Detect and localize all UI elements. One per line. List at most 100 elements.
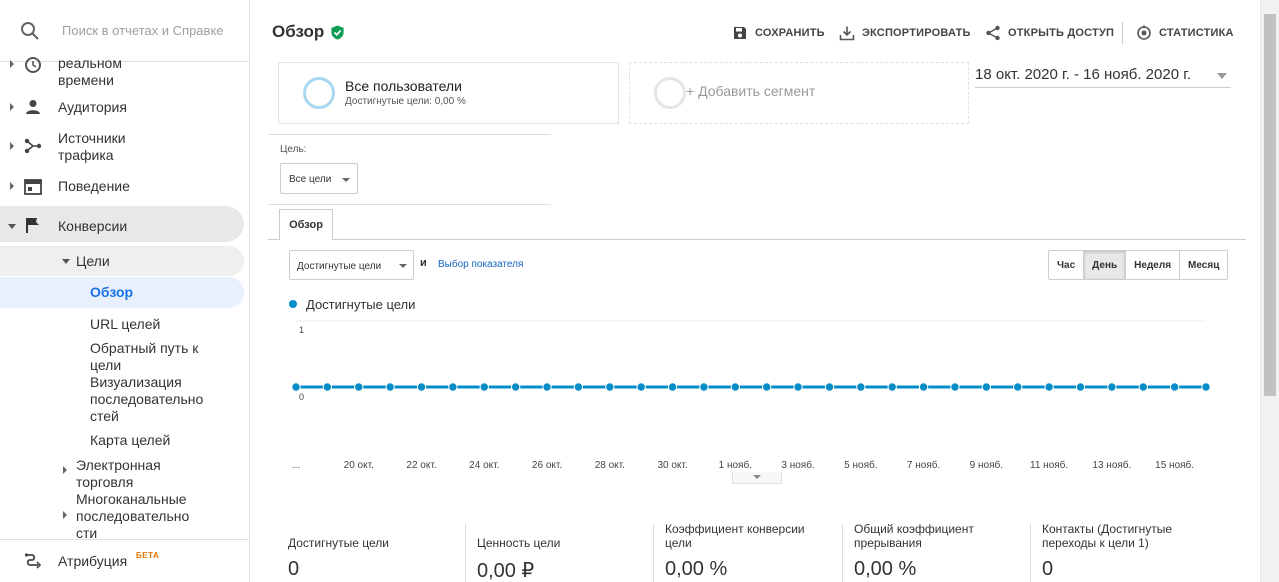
- sidebar-item-goals[interactable]: Цели: [76, 253, 110, 269]
- metric-select-value: Достигнутые цели: [297, 261, 382, 272]
- add-segment-button[interactable]: + Добавить сегмент: [629, 62, 969, 124]
- clock-icon: [25, 57, 41, 73]
- scorecard-label: Контакты (Достигнутые переходы к цели 1): [1042, 522, 1173, 550]
- date-range-picker[interactable]: 18 окт. 2020 г. - 16 нояб. 2020 г.: [975, 66, 1231, 88]
- scorecard-label: Общий коэффициент прерывания: [854, 522, 974, 550]
- export-label: ЭКСПОРТИРОВАТЬ: [862, 27, 971, 39]
- data-point: [354, 382, 364, 392]
- date-range-value: 18 окт. 2020 г. - 16 нояб. 2020 г.: [975, 66, 1192, 83]
- x-tick-label: 26 окт.: [532, 460, 562, 471]
- sidebar-item-reverse-goal-path[interactable]: Обратный путь к цели: [90, 340, 199, 373]
- scorecard[interactable]: Контакты (Достигнутые переходы к цели 1)…: [1030, 518, 1222, 582]
- sidebar-item-conversions-highlight: [0, 206, 244, 242]
- data-point: [605, 382, 615, 392]
- save-label: СОХРАНИТЬ: [755, 27, 825, 39]
- x-tick-label: 24 окт.: [469, 460, 499, 471]
- search-input[interactable]: [62, 19, 226, 41]
- chevron-down-icon: [753, 475, 761, 479]
- save-button[interactable]: СОХРАНИТЬ: [732, 24, 825, 42]
- chevron-down-icon: [1217, 73, 1227, 79]
- sidebar-item-goals-overview[interactable]: Обзор: [90, 284, 134, 300]
- x-tick-label: 15 нояб.: [1155, 459, 1194, 471]
- header-divider: [1122, 22, 1123, 44]
- sidebar-item-realtime[interactable]: реальном времени: [58, 55, 122, 88]
- divider: [268, 134, 551, 135]
- x-tick-label: 13 нояб.: [1092, 459, 1131, 471]
- sidebar-item-attribution[interactable]: Атрибуция: [58, 553, 128, 569]
- period-month-button[interactable]: Месяц: [1180, 251, 1228, 279]
- expand-caret-icon[interactable]: [10, 182, 14, 190]
- and-label: и: [420, 257, 427, 269]
- search-icon[interactable]: [20, 21, 40, 41]
- segment-all-users[interactable]: Все пользователи Достигнутые цели: 0,00 …: [278, 62, 619, 124]
- data-point: [950, 382, 960, 392]
- data-point: [887, 382, 897, 392]
- scrollbar-thumb[interactable]: [1264, 14, 1276, 396]
- scorecard[interactable]: Ценность цели 0,00 ₽: [465, 518, 657, 582]
- sidebar-item-traffic-sources[interactable]: Источники трафика: [58, 130, 126, 163]
- x-tick-label: 5 нояб.: [844, 459, 877, 471]
- expand-caret-icon[interactable]: [10, 60, 14, 68]
- tab-overview[interactable]: Обзор: [279, 209, 333, 240]
- divider: [268, 204, 551, 205]
- metric-select[interactable]: Достигнутые цели: [289, 250, 414, 280]
- beta-badge: БЕТА: [136, 551, 160, 560]
- tab-divider: [268, 239, 1246, 240]
- select-metric-link[interactable]: Выбор показателя: [438, 259, 524, 270]
- collapse-caret-icon[interactable]: [62, 259, 70, 264]
- scorecard-divider: [465, 524, 466, 582]
- x-tick-label: 30 окт.: [657, 460, 687, 471]
- sidebar-item-goal-urls[interactable]: URL целей: [90, 316, 161, 332]
- data-point: [1201, 382, 1211, 392]
- data-point: [510, 382, 521, 392]
- data-point: [918, 382, 929, 392]
- export-button[interactable]: ЭКСПОРТИРОВАТЬ: [839, 24, 971, 42]
- segment-name: Все пользователи: [345, 78, 462, 94]
- sidebar-item-behavior[interactable]: Поведение: [58, 178, 130, 194]
- add-segment-label: + Добавить сегмент: [686, 83, 816, 99]
- sidebar-item-conversions[interactable]: Конверсии: [58, 218, 128, 234]
- expand-caret-icon[interactable]: [63, 466, 67, 474]
- expand-caret-icon[interactable]: [10, 142, 14, 150]
- data-point: [542, 382, 552, 392]
- scorecard-label: Коэффициент конверсии цели: [665, 522, 805, 550]
- scorecard-value: 0: [1042, 558, 1054, 580]
- scorecard-value: 0,00 %: [854, 558, 917, 580]
- scorecard[interactable]: Общий коэффициент прерывания 0,00 %: [842, 518, 1034, 582]
- x-tick-label: ...: [292, 460, 300, 471]
- sidebar-item-goals-highlight: [0, 246, 244, 276]
- period-week-button[interactable]: Неделя: [1126, 251, 1181, 279]
- data-point: [1013, 382, 1023, 392]
- sidebar-item-audience[interactable]: Аудитория: [58, 99, 127, 115]
- period-day-button[interactable]: День: [1084, 251, 1127, 279]
- period-hour-button[interactable]: Час: [1049, 251, 1085, 279]
- segment-ring-icon: [303, 77, 335, 109]
- chevron-down-icon: [342, 178, 350, 182]
- search-bar: [0, 0, 249, 62]
- scorecard[interactable]: Коэффициент конверсии цели 0,00 %: [653, 518, 845, 582]
- sidebar-item-funnel-visualization[interactable]: Визуализация последовательно стей: [90, 374, 204, 424]
- page-title: Обзор: [272, 22, 325, 41]
- data-point: [793, 382, 803, 392]
- statistics-button[interactable]: СТАТИСТИКА: [1136, 24, 1234, 42]
- chart-canvas: Достигнутые цели 1 0... 20 окт. 22 окт. 24 ок…: [289, 297, 1211, 471]
- data-point: [667, 382, 678, 392]
- goal-filter-select[interactable]: Все цели: [280, 163, 358, 194]
- collapse-caret-icon[interactable]: [8, 224, 16, 229]
- expand-caret-icon[interactable]: [63, 511, 67, 519]
- scorecard[interactable]: Достигнутые цели 0: [288, 518, 468, 582]
- scrollbar[interactable]: [1260, 0, 1279, 582]
- sidebar-item-goal-flow[interactable]: Карта целей: [90, 432, 171, 448]
- sidebar-item-multichannel[interactable]: Многоканальные последовательно сти: [76, 491, 190, 541]
- insights-icon: [1137, 25, 1151, 40]
- scorecard-divider: [1030, 524, 1031, 582]
- person-icon: [26, 100, 40, 114]
- expand-caret-icon[interactable]: [10, 103, 14, 111]
- summary-scorecards: Достигнутые цели 0 Ценность цели 0,00 ₽ Коэф…: [278, 518, 1228, 582]
- sidebar-item-ecommerce[interactable]: Электронная торговля: [76, 457, 161, 490]
- data-point: [1075, 382, 1086, 392]
- chart-expand-handle[interactable]: [732, 472, 782, 484]
- x-tick-label: 22 окт.: [406, 460, 436, 471]
- share-button[interactable]: ОТКРЫТЬ ДОСТУП: [985, 24, 1114, 42]
- data-point: [1138, 382, 1148, 392]
